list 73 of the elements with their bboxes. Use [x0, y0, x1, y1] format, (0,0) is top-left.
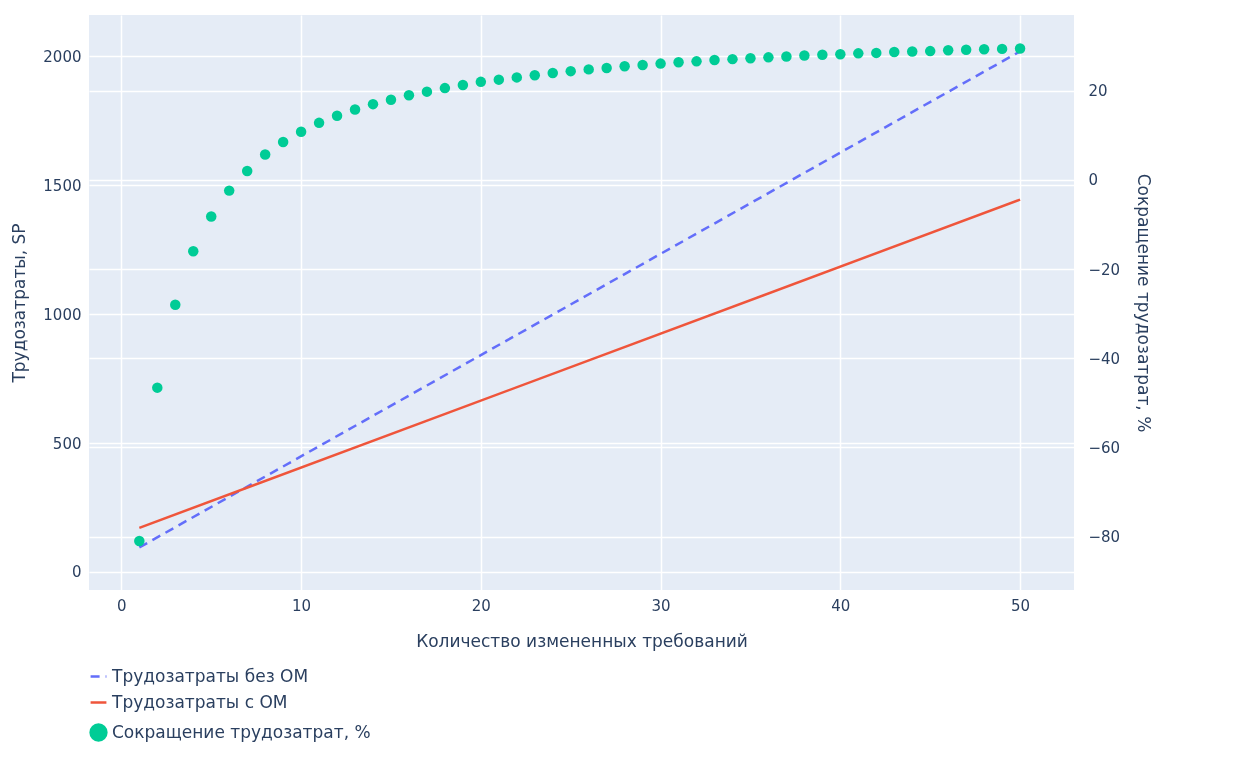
point [996, 43, 1008, 55]
point [565, 65, 576, 77]
point [277, 136, 289, 148]
y2-tick-label: 0 [1088, 171, 1099, 190]
point [673, 57, 684, 68]
point [295, 126, 307, 138]
point [691, 56, 702, 67]
point [170, 299, 181, 310]
point [331, 110, 343, 121]
point [709, 54, 720, 66]
point [942, 44, 954, 56]
y-tick-label: 0 [71, 563, 82, 582]
point [152, 382, 163, 393]
point [205, 211, 217, 222]
legend-label: Трудозатраты без ОМ [111, 665, 309, 686]
point [475, 76, 487, 88]
y2-tick-label: −60 [1088, 438, 1121, 457]
point [853, 48, 864, 59]
point [835, 48, 846, 60]
point [367, 98, 379, 110]
y-tick-label: 500 [52, 434, 82, 453]
y2-tick-label: −80 [1088, 528, 1121, 547]
point [421, 86, 433, 97]
point [619, 61, 630, 72]
point [924, 45, 936, 57]
x-tick-label: 50 [1011, 596, 1031, 615]
point [583, 64, 594, 75]
y-tick-label: 1000 [43, 305, 82, 324]
point [817, 49, 828, 60]
point [745, 53, 756, 64]
legend-label: Трудозатраты с ОМ [111, 691, 288, 712]
point [978, 44, 990, 55]
point [493, 74, 505, 85]
point [439, 82, 451, 94]
x-tick-label: 40 [831, 596, 851, 615]
point [601, 62, 612, 74]
point [403, 90, 415, 101]
point [223, 185, 235, 196]
point [871, 47, 882, 59]
point [960, 44, 972, 55]
point [655, 58, 666, 69]
point [727, 53, 738, 65]
y-axis-title: Трудозатраты, SP [9, 223, 30, 384]
point [781, 51, 792, 62]
x-tick-label: 10 [292, 596, 312, 615]
point [349, 104, 361, 115]
y2-tick-label: −40 [1088, 349, 1121, 368]
point [511, 72, 523, 83]
y2-tick-label: 20 [1088, 82, 1108, 101]
point [385, 94, 397, 105]
x-axis-title: Количество измененных требований [416, 630, 748, 651]
point [906, 46, 918, 57]
point [313, 117, 325, 129]
x-tick-label: 0 [117, 596, 127, 615]
point [457, 79, 469, 91]
point [889, 46, 900, 58]
point [529, 69, 541, 81]
point [763, 52, 774, 63]
y2-axis-title: Сокращение трудозатрат, % [1134, 173, 1155, 433]
y-tick-label: 1500 [43, 176, 82, 195]
legend-label: Сокращение трудозатрат, % [112, 721, 371, 742]
x-tick-label: 30 [651, 596, 671, 615]
point [799, 50, 810, 61]
x-tick-label: 20 [471, 596, 491, 615]
point [547, 67, 558, 79]
y2-tick-label: −20 [1088, 260, 1121, 279]
point [259, 149, 271, 160]
point [241, 165, 253, 177]
point [637, 59, 648, 71]
point [134, 535, 145, 547]
point [188, 246, 199, 257]
y-tick-label: 2000 [43, 47, 82, 66]
point [1014, 43, 1026, 54]
